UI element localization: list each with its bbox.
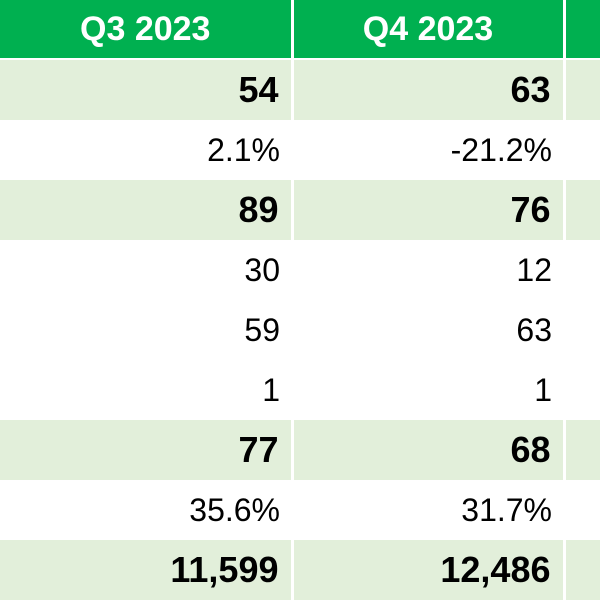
table-row: 1 1: [0, 360, 600, 420]
cell[interactable]: [564, 480, 600, 540]
cell[interactable]: 63: [516, 311, 552, 348]
table-row: 30 12: [0, 240, 600, 300]
cell[interactable]: 2.1%: [207, 131, 280, 168]
cell[interactable]: 68: [292, 420, 566, 480]
cell[interactable]: 77: [0, 420, 294, 480]
table-row: 35.6% 31.7%: [0, 480, 600, 540]
column-header-blank[interactable]: [564, 0, 600, 58]
table-row: 54 63: [0, 60, 600, 120]
cell[interactable]: 30: [244, 251, 280, 288]
cell[interactable]: 1: [262, 371, 280, 408]
cell[interactable]: [564, 300, 600, 360]
cell[interactable]: 59: [244, 311, 280, 348]
cell[interactable]: 35.6%: [189, 491, 280, 528]
cell[interactable]: [564, 120, 600, 180]
cell[interactable]: 63: [292, 60, 566, 120]
cell[interactable]: [564, 360, 600, 420]
table-row: 89 76: [0, 180, 600, 240]
table-row: 59 63: [0, 300, 600, 360]
cell[interactable]: [564, 540, 600, 600]
cell[interactable]: [564, 420, 600, 480]
cell[interactable]: -21.2%: [450, 131, 552, 168]
table-row: 77 68: [0, 420, 600, 480]
header-row: Q3 2023 Q4 2023: [0, 0, 600, 58]
column-header-q4-2023[interactable]: Q4 2023: [292, 0, 566, 58]
cell[interactable]: [564, 240, 600, 300]
cell[interactable]: 54: [0, 60, 294, 120]
cell[interactable]: [564, 180, 600, 240]
cell[interactable]: 89: [0, 180, 294, 240]
table-row: 11,599 12,486: [0, 540, 600, 600]
cell[interactable]: [564, 60, 600, 120]
cell[interactable]: 11,599: [0, 540, 294, 600]
cell[interactable]: 12: [516, 251, 552, 288]
table-row: 2.1% -21.2%: [0, 120, 600, 180]
cell[interactable]: 31.7%: [461, 491, 552, 528]
cell[interactable]: 1: [534, 371, 552, 408]
header-gap: [0, 58, 600, 60]
cell[interactable]: 12,486: [292, 540, 566, 600]
cell[interactable]: 76: [292, 180, 566, 240]
column-header-q3-2023[interactable]: Q3 2023: [0, 0, 294, 58]
